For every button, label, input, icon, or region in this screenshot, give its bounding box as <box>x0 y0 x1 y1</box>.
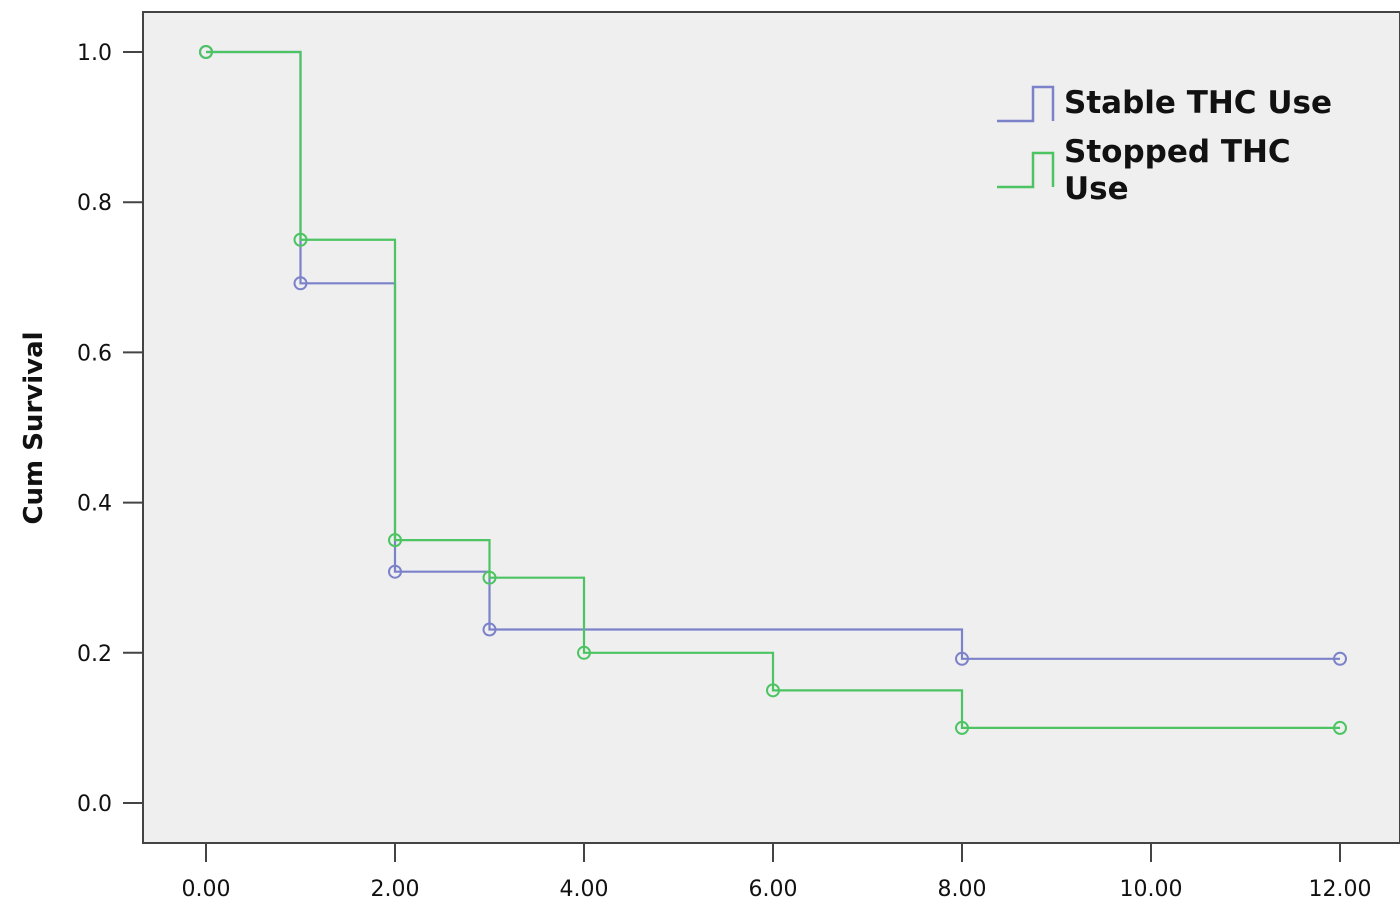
legend-label: Stopped THC Use <box>1064 134 1291 207</box>
y-tick-label: 1.0 <box>77 41 112 66</box>
y-tick-label: 0.0 <box>77 792 112 817</box>
x-tick-label: 12.00 <box>1309 877 1372 902</box>
legend-label: Stable THC Use <box>1064 85 1332 121</box>
data-point-stable-thc-use <box>482 622 497 637</box>
y-axis: 0.0 0.2 0.4 0.6 0.8 1.0 <box>77 41 143 817</box>
legend-swatch-stable-thc-use <box>997 85 1055 123</box>
y-tick-label: 0.6 <box>77 341 112 366</box>
x-tick-label: 10.00 <box>1120 877 1183 902</box>
data-point-stopped-thc-use <box>293 232 308 247</box>
data-point-stopped-thc-use <box>766 683 780 698</box>
data-point-stable-thc-use <box>388 564 402 579</box>
data-point-stopped-thc-use <box>388 533 402 548</box>
x-axis: 0.00 2.00 4.00 6.00 8.00 10.00 12.00 <box>182 843 1372 902</box>
data-point-stopped-thc-use <box>482 570 497 585</box>
data-point-stable-thc-use <box>1333 651 1347 666</box>
y-axis-title: Cum Survival <box>19 331 49 524</box>
data-point-stable-thc-use <box>955 651 969 666</box>
data-point-stopped-thc-use <box>199 45 213 59</box>
series-layer <box>199 45 1347 735</box>
legend: Stable THC Use Stopped THC Use <box>997 85 1332 207</box>
data-point-stopped-thc-use <box>1333 720 1347 735</box>
data-point-stopped-thc-use <box>577 645 591 660</box>
x-tick-label: 8.00 <box>938 877 987 902</box>
x-tick-label: 2.00 <box>371 877 420 902</box>
legend-swatch-stopped-thc-use <box>997 151 1055 189</box>
x-tick-label: 0.00 <box>182 877 231 902</box>
plot-area <box>142 11 1400 844</box>
data-point-stable-thc-use <box>293 276 308 291</box>
y-tick-label: 0.4 <box>77 492 112 517</box>
y-tick-label: 0.2 <box>77 642 112 667</box>
x-tick-label: 6.00 <box>749 877 798 902</box>
y-tick-label: 0.8 <box>77 191 112 216</box>
series-line-stopped-thc-use <box>206 50 1340 729</box>
x-tick-label: 4.00 <box>560 877 609 902</box>
data-point-stopped-thc-use <box>955 720 969 735</box>
